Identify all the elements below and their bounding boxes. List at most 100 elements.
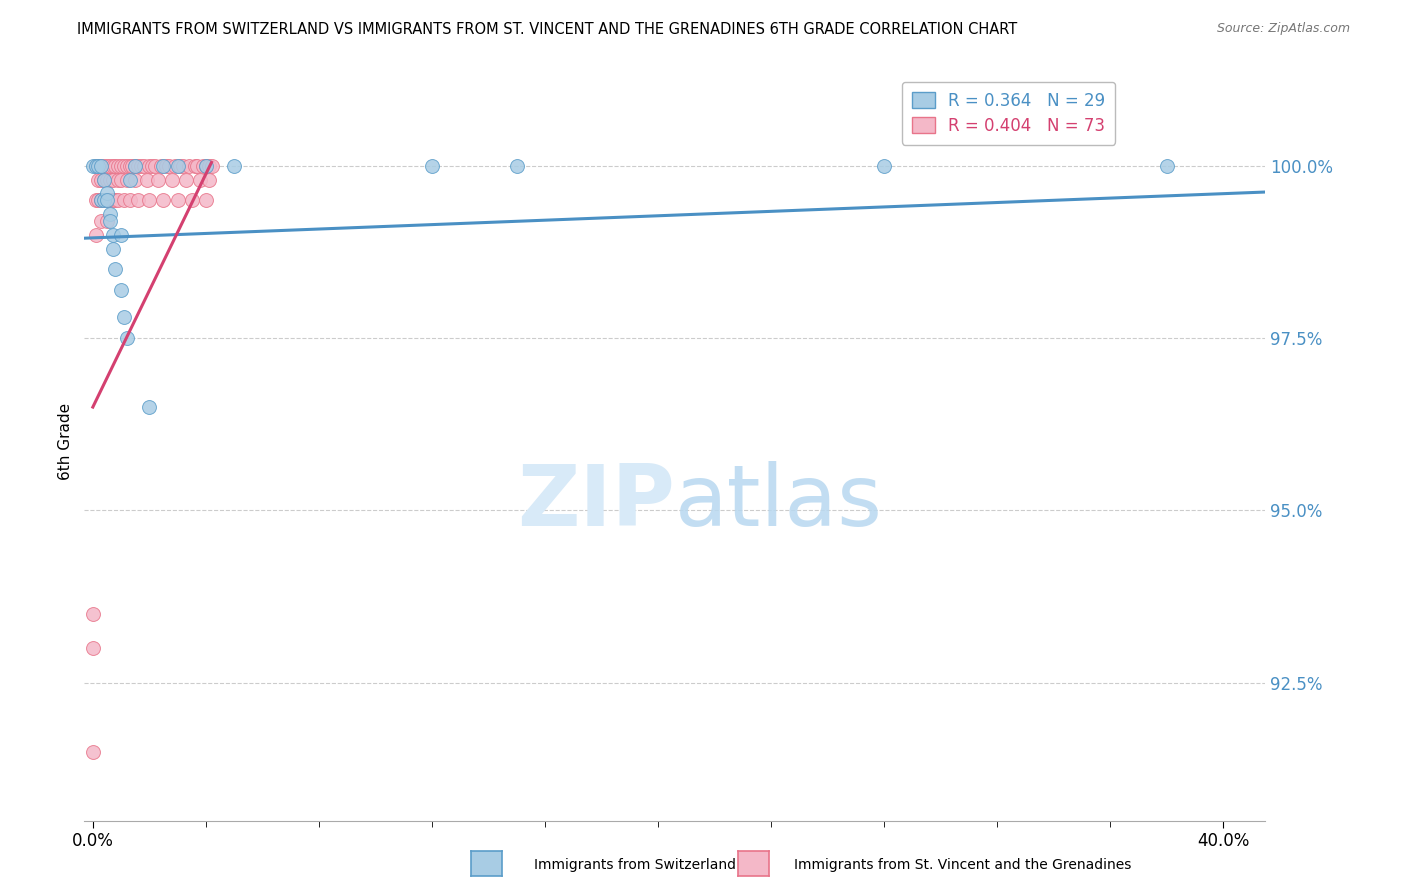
Point	[138, 159, 160, 173]
Point	[197, 159, 219, 173]
Point	[96, 159, 118, 173]
Point	[166, 159, 188, 173]
Point	[93, 194, 115, 208]
Point	[90, 194, 112, 208]
Point	[82, 745, 104, 759]
Point	[101, 159, 124, 173]
Point	[118, 194, 141, 208]
Point	[132, 159, 155, 173]
Point	[101, 242, 124, 256]
Point	[149, 159, 172, 173]
Point	[87, 159, 110, 173]
Point	[143, 159, 166, 173]
Point	[180, 194, 202, 208]
Point	[873, 159, 896, 173]
Point	[90, 159, 112, 173]
Point	[93, 172, 115, 186]
Point	[194, 194, 217, 208]
Point	[115, 331, 138, 345]
Point	[110, 283, 132, 297]
Point	[1156, 159, 1178, 173]
Point	[101, 227, 124, 242]
Point	[152, 159, 174, 173]
Point	[104, 194, 127, 208]
Point	[183, 159, 205, 173]
Point	[124, 172, 146, 186]
Point	[224, 159, 246, 173]
Point	[82, 607, 104, 621]
Text: ZIP: ZIP	[517, 460, 675, 544]
Point	[84, 159, 107, 173]
Text: Immigrants from St. Vincent and the Grenadines: Immigrants from St. Vincent and the Gren…	[794, 858, 1132, 872]
Point	[194, 159, 217, 173]
Text: IMMIGRANTS FROM SWITZERLAND VS IMMIGRANTS FROM ST. VINCENT AND THE GRENADINES 6T: IMMIGRANTS FROM SWITZERLAND VS IMMIGRANT…	[77, 22, 1018, 37]
Point	[200, 159, 222, 173]
Point	[104, 262, 127, 277]
Point	[96, 186, 118, 201]
Point	[191, 159, 214, 173]
Point	[87, 194, 110, 208]
Point	[169, 159, 191, 173]
Point	[96, 194, 118, 208]
Point	[124, 159, 146, 173]
Point	[90, 214, 112, 228]
Point	[118, 159, 141, 173]
Point	[138, 400, 160, 414]
Point	[110, 159, 132, 173]
Point	[101, 194, 124, 208]
Point	[93, 194, 115, 208]
Point	[174, 172, 197, 186]
Point	[127, 194, 149, 208]
Point	[124, 159, 146, 173]
Point	[101, 172, 124, 186]
Point	[107, 159, 129, 173]
Point	[98, 194, 121, 208]
Y-axis label: 6th Grade: 6th Grade	[58, 403, 73, 480]
Point	[177, 159, 200, 173]
Point	[172, 159, 194, 173]
Point	[152, 194, 174, 208]
Point	[188, 172, 211, 186]
Point	[98, 159, 121, 173]
Point	[112, 159, 135, 173]
Point	[93, 159, 115, 173]
Point	[112, 310, 135, 325]
Point	[157, 159, 180, 173]
Text: Source: ZipAtlas.com: Source: ZipAtlas.com	[1216, 22, 1350, 36]
Point	[84, 194, 107, 208]
Point	[110, 172, 132, 186]
Point	[93, 172, 115, 186]
Point	[107, 172, 129, 186]
Point	[98, 214, 121, 228]
Point	[160, 172, 183, 186]
Point	[90, 159, 112, 173]
Point	[127, 159, 149, 173]
Point	[107, 194, 129, 208]
Point	[115, 172, 138, 186]
Point	[420, 159, 443, 173]
Point	[90, 194, 112, 208]
Point	[197, 172, 219, 186]
Point	[90, 172, 112, 186]
Point	[104, 159, 127, 173]
Point	[96, 194, 118, 208]
Legend: R = 0.364   N = 29, R = 0.404   N = 73: R = 0.364 N = 29, R = 0.404 N = 73	[901, 82, 1115, 145]
Point	[135, 172, 157, 186]
Point	[112, 194, 135, 208]
Point	[82, 159, 104, 173]
Point	[129, 159, 152, 173]
Point	[146, 172, 169, 186]
Point	[194, 159, 217, 173]
Point	[141, 159, 163, 173]
Point	[87, 172, 110, 186]
Point	[155, 159, 177, 173]
Point	[115, 159, 138, 173]
Point	[87, 159, 110, 173]
Point	[118, 172, 141, 186]
Point	[166, 194, 188, 208]
Text: Immigrants from Switzerland: Immigrants from Switzerland	[534, 858, 737, 872]
Text: atlas: atlas	[675, 460, 883, 544]
Point	[121, 159, 143, 173]
Point	[84, 159, 107, 173]
Point	[84, 227, 107, 242]
